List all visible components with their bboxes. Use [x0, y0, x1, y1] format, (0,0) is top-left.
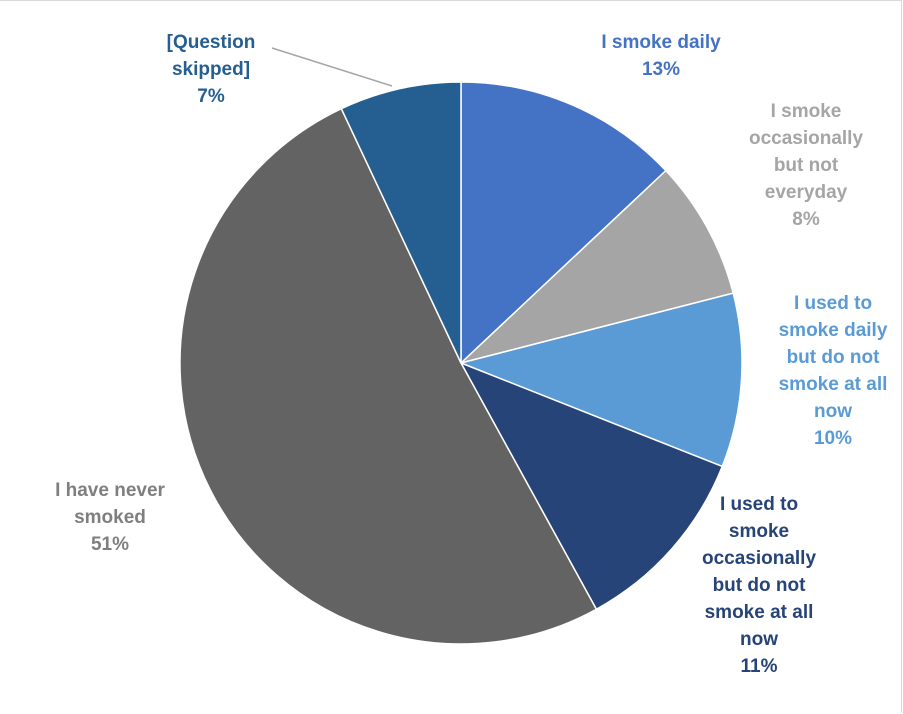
slice-label-text: skipped]	[171, 59, 251, 80]
slice-label-text: I have never	[55, 480, 165, 501]
pie-slice-5	[340, 81, 462, 364]
slice-label-text: smoke daily	[778, 320, 888, 341]
slice-label-text: I smoke daily	[601, 32, 721, 53]
pie-slice-4	[179, 107, 598, 645]
slice-percent-label: 51%	[90, 534, 130, 555]
slice-label-4: I have never smoked 51%	[20, 477, 200, 558]
slice-label-text: I used to	[793, 293, 873, 314]
pie-slice-0	[460, 81, 667, 365]
slice-label-text: I used to	[719, 494, 799, 515]
slice-percent-label: 11%	[740, 656, 778, 677]
slice-percent-label: 7%	[197, 86, 225, 107]
slice-label-text: smoked	[74, 507, 146, 528]
slice-label-0: I smoke daily 13%	[571, 29, 751, 83]
slice-percent-label: 13%	[641, 59, 681, 80]
slice-label-text: I smoke	[770, 101, 842, 122]
slice-label-text: smoke at all	[778, 374, 888, 395]
slice-label-2: I used to smoke daily but do not smoke at a…	[743, 290, 903, 452]
slice-label-text: smoke	[728, 521, 790, 542]
slice-label-text: occasionally	[748, 128, 864, 149]
slice-label-text: but do not	[786, 347, 880, 368]
slice-label-5: [Question skipped] 7%	[121, 29, 301, 110]
slice-label-text: everyday	[764, 182, 848, 203]
slice-label-text: [Question	[166, 32, 256, 53]
slice-label-text: now	[814, 401, 852, 422]
pie-slice-1	[460, 169, 735, 364]
slice-label-3: I used to smoke occasionally but do not smok…	[669, 491, 849, 680]
slice-label-text: smoke at all	[704, 602, 814, 623]
slice-label-text: but not	[773, 155, 839, 176]
slice-percent-label: 8%	[792, 209, 820, 230]
leader-line-question-skipped	[271, 47, 393, 87]
slice-label-1: I smoke occasionally but not everyday 8%	[716, 98, 896, 233]
pie-slice-2	[458, 292, 743, 468]
slice-label-text: but do not	[712, 575, 806, 596]
pie-slice-3	[459, 361, 724, 611]
slice-percent-label: 10%	[813, 428, 853, 449]
slice-label-text: occasionally	[701, 548, 817, 569]
slice-label-text: now	[740, 629, 778, 650]
